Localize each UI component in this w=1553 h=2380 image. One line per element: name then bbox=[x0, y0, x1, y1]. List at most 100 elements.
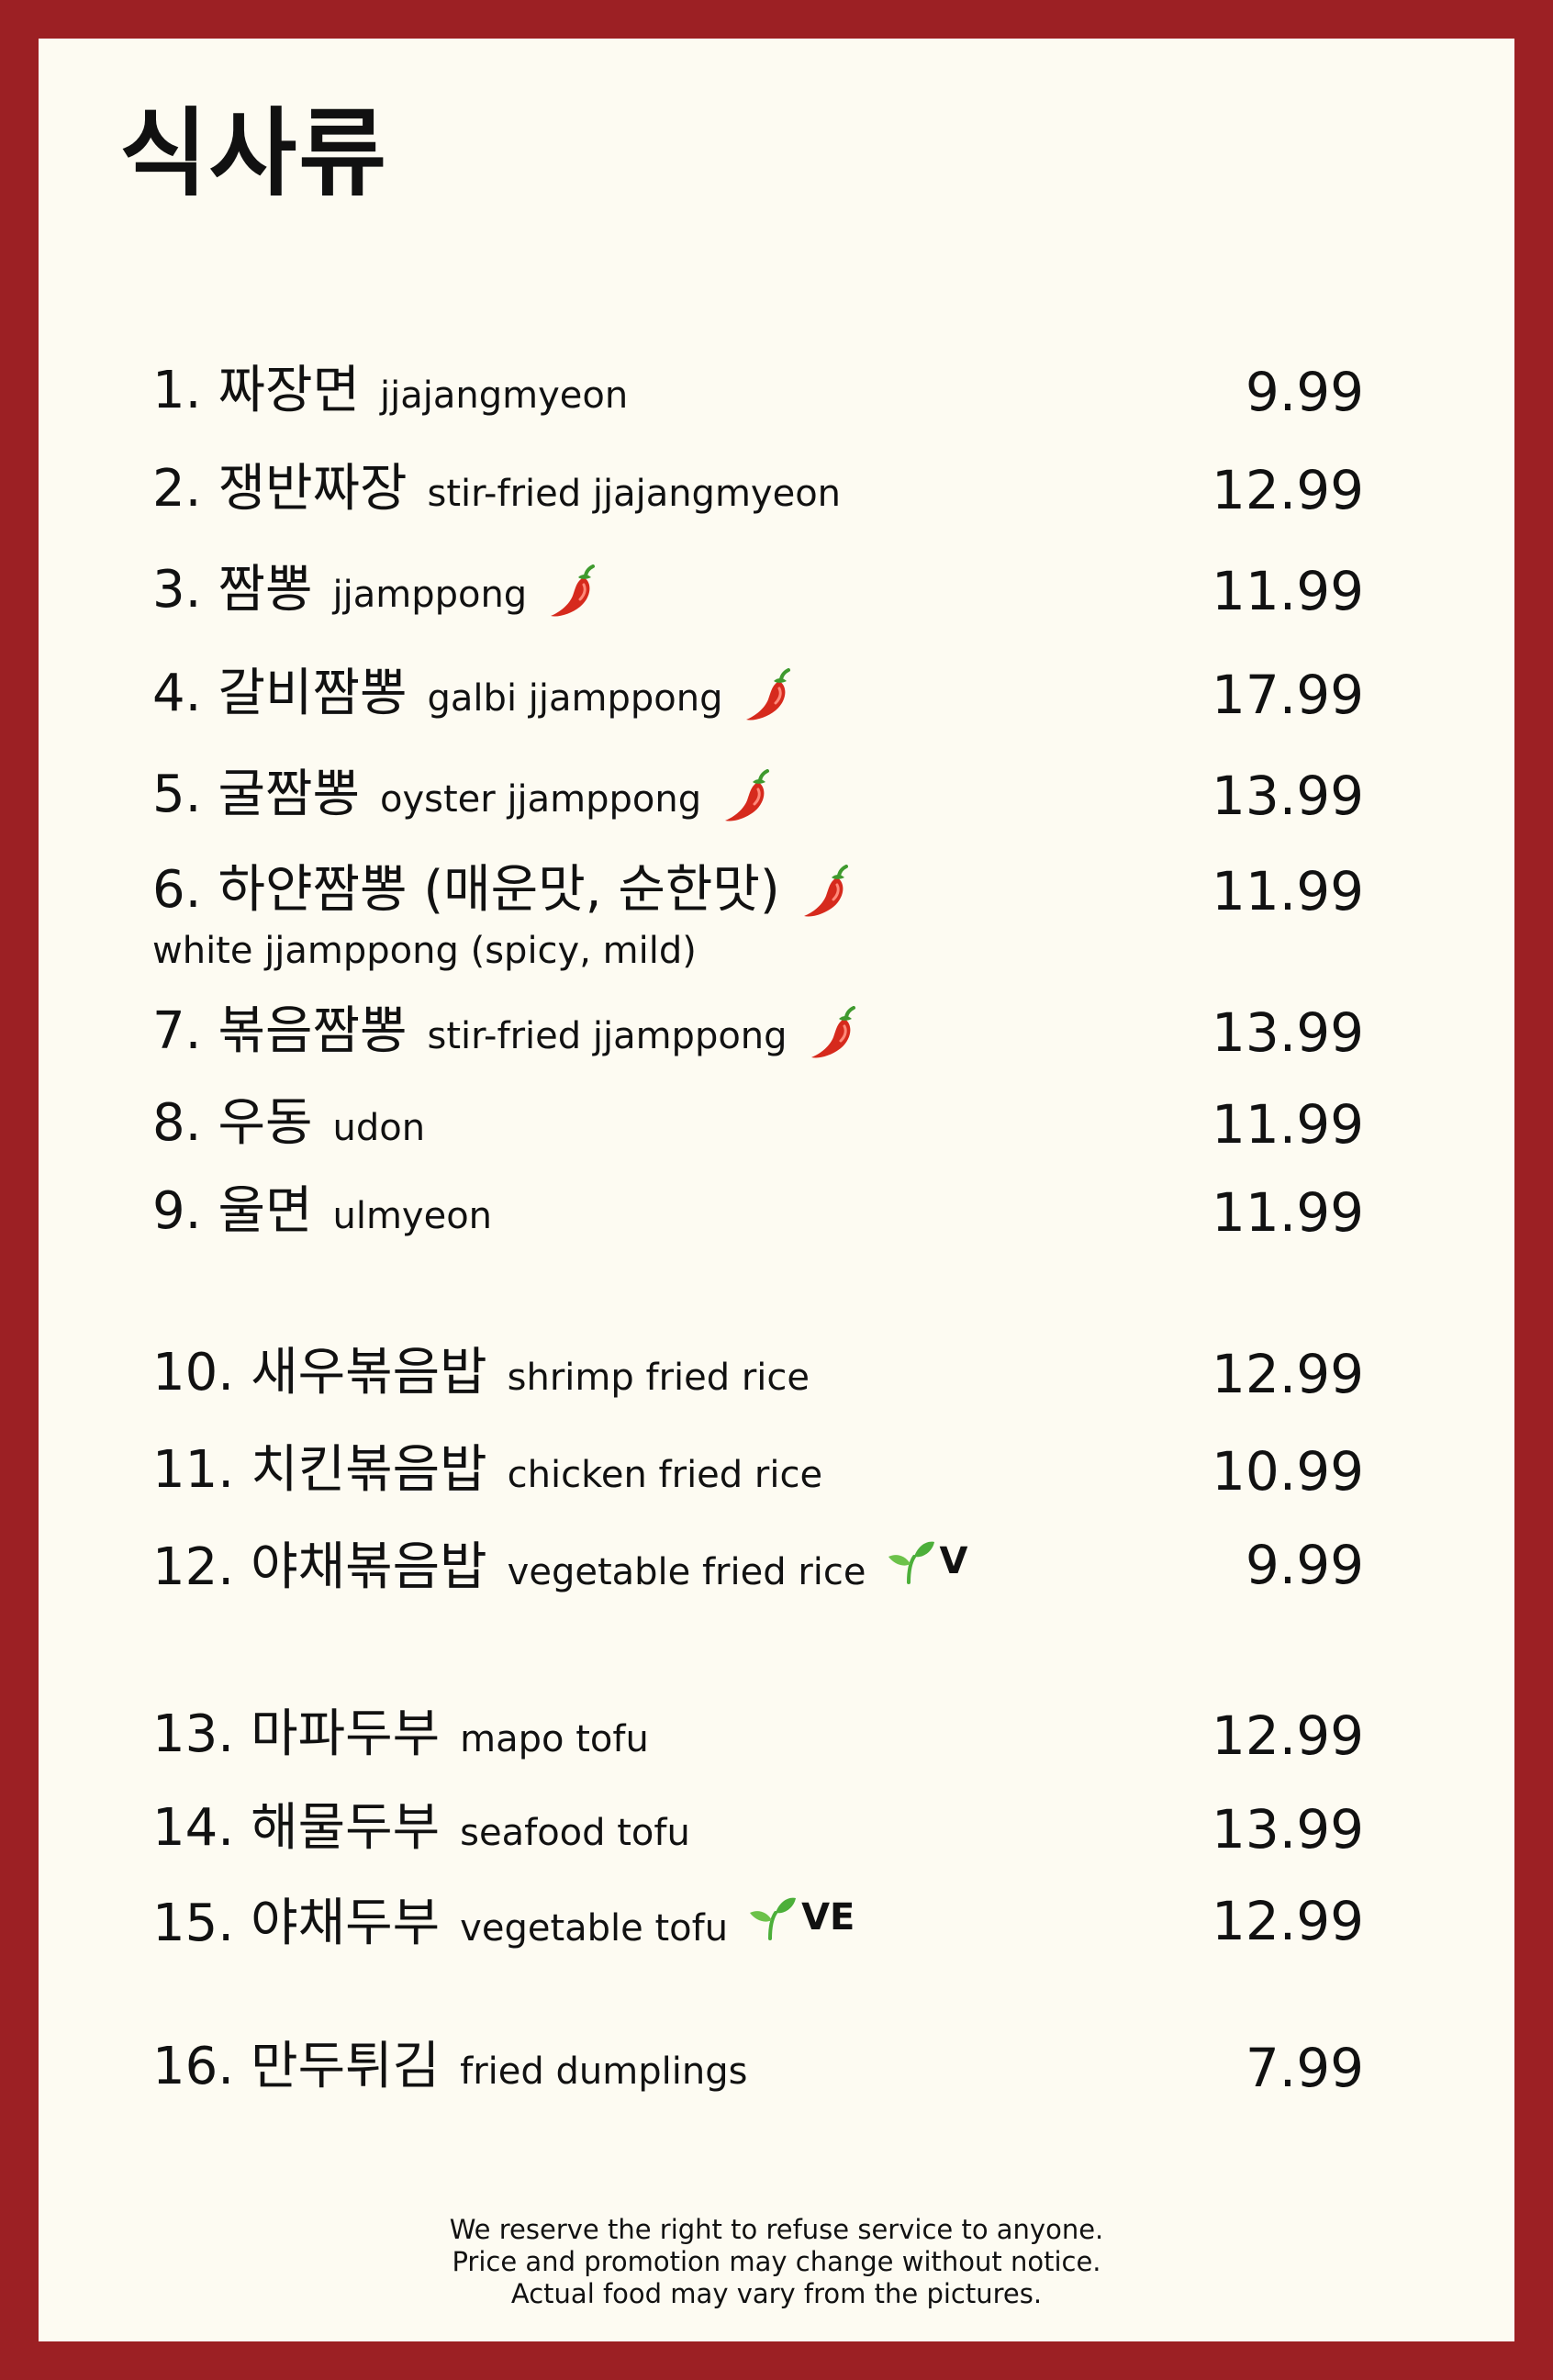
menu-item-korean-name: 쟁반짜장 bbox=[218, 459, 408, 519]
menu-item-number: 10. bbox=[152, 1343, 235, 1402]
menu-item-korean-name: 마파두부 bbox=[251, 1704, 441, 1764]
menu-item-price: 11.99 bbox=[1211, 860, 1364, 922]
menu-item-english-name: shrimp fried rice bbox=[507, 1357, 810, 1399]
menu-item-line: 1. 짜장면 jjajangmyeon bbox=[152, 365, 1364, 417]
menu-item-price: 12.99 bbox=[1211, 1890, 1364, 1952]
menu-item-line: 9. 울면 ulmyeon bbox=[152, 1186, 1364, 1237]
menu-item-korean-name: 우동 bbox=[218, 1093, 313, 1153]
menu-item-english-name: jjajangmyeon bbox=[380, 374, 629, 417]
menu-item-english-name: vegetable fried rice bbox=[507, 1551, 866, 1593]
menu-item-price: 13.99 bbox=[1211, 765, 1364, 827]
menu-item-number: 16. bbox=[152, 2037, 235, 2096]
menu-item: 7. 볶음짬뽕 stir-fried jjamppong 13.99 bbox=[152, 1006, 1364, 1079]
chili-pepper-icon bbox=[746, 668, 791, 721]
menu-item-line: 10. 새우볶음밥 shrimp fried rice bbox=[152, 1347, 1364, 1399]
menu-item-number: 8. bbox=[152, 1093, 202, 1153]
menu-item-price: 12.99 bbox=[1211, 459, 1364, 521]
menu-item-number: 2. bbox=[152, 459, 202, 519]
menu-item-english-name: ulmyeon bbox=[332, 1195, 493, 1237]
menu-item: 14. 해물두부 seafood tofu 13.99 bbox=[152, 1803, 1364, 1876]
menu-item-line: 8. 우동 udon bbox=[152, 1098, 1364, 1149]
menu-item: 1. 짜장면 jjajangmyeon 9.99 bbox=[152, 365, 1364, 439]
menu-item-line: 12. 야채볶음밥 vegetable fried rice V bbox=[152, 1538, 1364, 1593]
menu-item-price: 12.99 bbox=[1211, 1343, 1364, 1405]
menu-item-english-name: oyster jjamppong bbox=[380, 778, 702, 821]
menu-item-english-name: stir-fried jjajangmyeon bbox=[427, 473, 842, 515]
menu-item: 5. 굴짬뽕 oyster jjamppong 13.99 bbox=[152, 769, 1364, 843]
menu-item: 11. 치킨볶음밥 chicken fried rice 10.99 bbox=[152, 1445, 1364, 1518]
menu-item-number: 4. bbox=[152, 664, 202, 723]
menu-item-english-name: stir-fried jjamppong bbox=[427, 1015, 788, 1057]
menu-item-price: 9.99 bbox=[1245, 361, 1364, 423]
menu-item-korean-name: 하얀짬뽕 (매운맛, 순한맛) bbox=[218, 860, 780, 920]
menu-panel bbox=[39, 39, 1514, 2341]
menu-item-number: 6. bbox=[152, 860, 202, 920]
menu-item-korean-name: 짜장면 bbox=[218, 361, 360, 420]
menu-item-number: 15. bbox=[152, 1894, 235, 1953]
menu-item-korean-name: 갈비짬뽕 bbox=[218, 664, 408, 723]
menu-item: 2. 쟁반짜장 stir-fried jjajangmyeon 12.99 bbox=[152, 464, 1364, 537]
menu-item-english-name: white jjamppong (spicy, mild) bbox=[152, 930, 697, 972]
menu-item-line: 13. 마파두부 mapo tofu bbox=[152, 1709, 1364, 1760]
seedling-icon bbox=[750, 1897, 797, 1940]
menu-item-price: 13.99 bbox=[1211, 1001, 1364, 1064]
menu-item-korean-name: 새우볶음밥 bbox=[251, 1343, 487, 1402]
menu-item: 9. 울면 ulmyeon 11.99 bbox=[152, 1186, 1364, 1259]
menu-item: 8. 우동 udon 11.99 bbox=[152, 1098, 1364, 1171]
footer-line: We reserve the right to refuse service t… bbox=[449, 2214, 1104, 2245]
menu-item-price: 11.99 bbox=[1211, 560, 1364, 622]
menu-item-korean-name: 야채두부 bbox=[251, 1894, 441, 1953]
menu-item-korean-name: 굴짬뽕 bbox=[218, 765, 360, 824]
chili-pepper-icon bbox=[551, 564, 596, 617]
menu-item-line: 11. 치킨볶음밥 chicken fried rice bbox=[152, 1445, 1364, 1496]
menu-title: 식사류 bbox=[119, 97, 389, 209]
menu-item-number: 3. bbox=[152, 560, 202, 620]
chili-pepper-icon bbox=[803, 865, 848, 917]
menu-item-price: 13.99 bbox=[1211, 1798, 1364, 1860]
menu-item-price: 10.99 bbox=[1211, 1440, 1364, 1503]
menu-item-line: 14. 해물두부 seafood tofu bbox=[152, 1803, 1364, 1854]
menu-item-english-name: udon bbox=[332, 1107, 426, 1149]
menu-item-line: 15. 야채두부 vegetable tofu VE bbox=[152, 1894, 1364, 1950]
menu-item-price: 11.99 bbox=[1211, 1093, 1364, 1156]
menu-item: 16. 만두튀김 fried dumplings 7.99 bbox=[152, 2041, 1364, 2115]
menu-item-english-name: fried dumplings bbox=[460, 2050, 748, 2093]
menu-item-korean-name: 치킨볶음밥 bbox=[251, 1440, 487, 1500]
menu-item-line: 16. 만두튀김 fried dumplings bbox=[152, 2041, 1364, 2093]
menu-item-number: 1. bbox=[152, 361, 202, 420]
menu-item: 12. 야채볶음밥 vegetable fried rice V 9.99 bbox=[152, 1538, 1364, 1612]
menu-item-line: 4. 갈비짬뽕 galbi jjamppong bbox=[152, 668, 1364, 723]
menu-item-line: 3. 짬뽕 jjamppong bbox=[152, 564, 1364, 620]
seedling-icon bbox=[888, 1541, 934, 1584]
menu-item-korean-name: 짬뽕 bbox=[218, 560, 313, 620]
menu-item-english-name: jjamppong bbox=[332, 574, 528, 616]
menu-item-number: 14. bbox=[152, 1798, 235, 1858]
menu-item: 4. 갈비짬뽕 galbi jjamppong 17.99 bbox=[152, 668, 1364, 742]
chili-pepper-icon bbox=[810, 1006, 855, 1058]
vegetarian-badge: VE bbox=[748, 1894, 855, 1940]
menu-item-korean-name: 울면 bbox=[218, 1181, 313, 1241]
menu-item: 15. 야채두부 vegetable tofu VE 12.99 bbox=[152, 1894, 1364, 1968]
menu-item: 10. 새우볶음밥 shrimp fried rice 12.99 bbox=[152, 1347, 1364, 1421]
menu-item-line: 2. 쟁반짜장 stir-fried jjajangmyeon bbox=[152, 464, 1364, 515]
menu-item-english-name: vegetable tofu bbox=[460, 1907, 729, 1950]
menu-item-price: 9.99 bbox=[1245, 1534, 1364, 1596]
footer-line: Actual food may vary from the pictures. bbox=[510, 2278, 1043, 2309]
chili-pepper-icon bbox=[725, 769, 770, 821]
menu-item-english-name: galbi jjamppong bbox=[427, 677, 723, 720]
menu-item-number: 9. bbox=[152, 1181, 202, 1241]
menu-item-english-name: chicken fried rice bbox=[507, 1454, 823, 1496]
vegetarian-badge-label: V bbox=[939, 1540, 968, 1582]
menu-item-line: 5. 굴짬뽕 oyster jjamppong bbox=[152, 769, 1364, 824]
menu-item: 13. 마파두부 mapo tofu 12.99 bbox=[152, 1709, 1364, 1782]
menu-item-number: 5. bbox=[152, 765, 202, 824]
menu-item-number: 11. bbox=[152, 1440, 235, 1500]
menu-item-korean-name: 야채볶음밥 bbox=[251, 1537, 487, 1597]
menu-item-korean-name: 해물두부 bbox=[251, 1798, 441, 1858]
menu-item: 3. 짬뽕 jjamppong 11.99 bbox=[152, 564, 1364, 638]
footer-line: Price and promotion may change without n… bbox=[452, 2246, 1101, 2277]
menu-item-english-name: mapo tofu bbox=[460, 1718, 649, 1760]
vegetarian-badge-label: VE bbox=[801, 1896, 855, 1939]
menu-item-english-name: seafood tofu bbox=[460, 1812, 690, 1854]
menu-item-price: 12.99 bbox=[1211, 1704, 1364, 1767]
